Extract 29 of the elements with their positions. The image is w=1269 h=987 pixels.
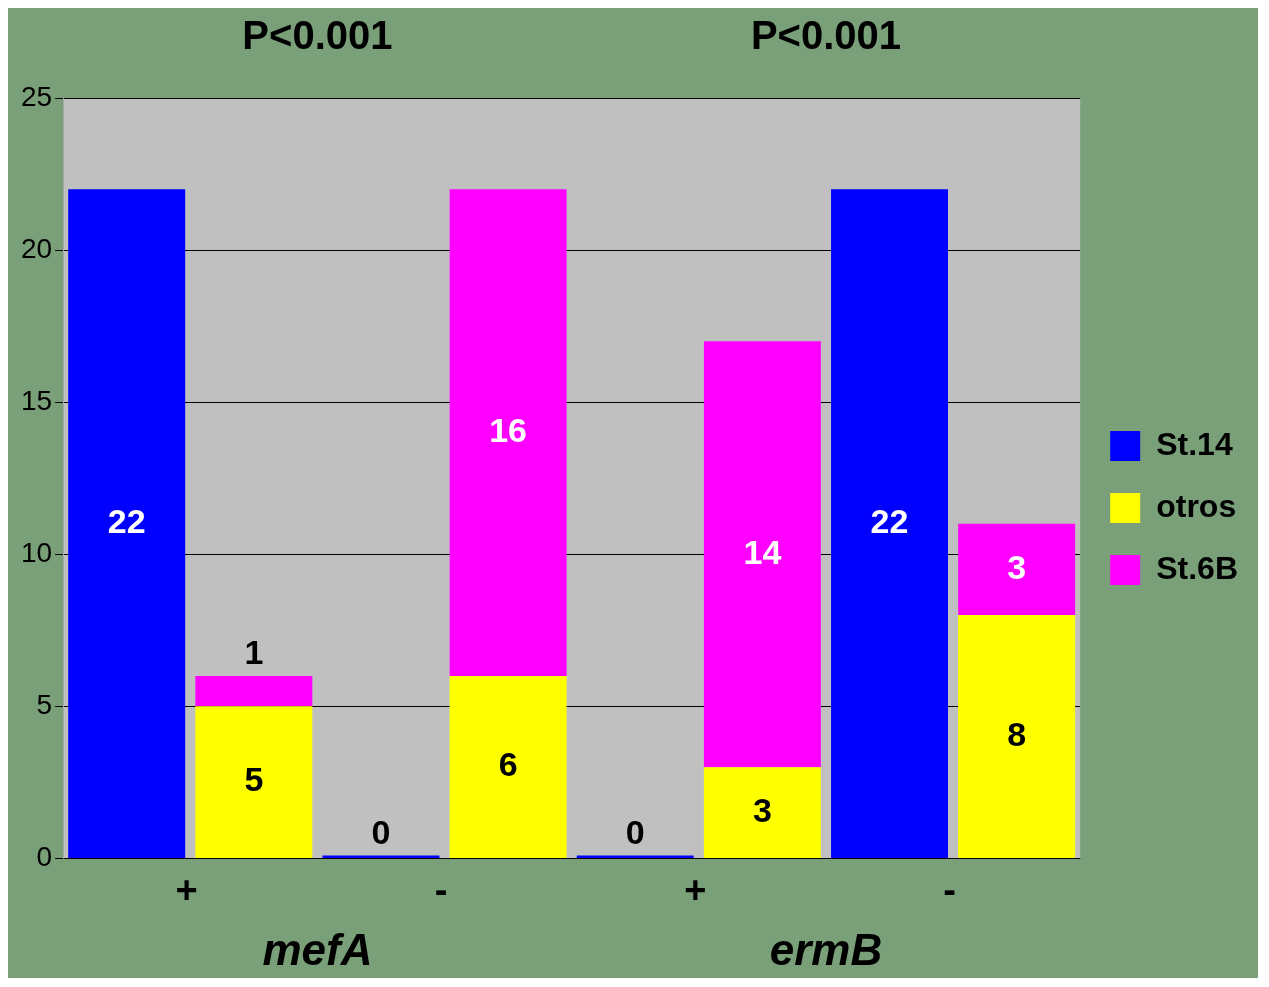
data-label: 14 xyxy=(743,532,782,571)
data-label: 6 xyxy=(498,745,518,784)
x-tick-label: - xyxy=(943,868,956,911)
y-tick-label: 10 xyxy=(20,536,53,568)
y-tick-label: 5 xyxy=(36,689,53,721)
legend-label: St.14 xyxy=(1156,425,1233,462)
data-label: 16 xyxy=(489,410,528,449)
data-label: 0 xyxy=(625,812,645,851)
data-label: 22 xyxy=(107,501,146,540)
data-label: 8 xyxy=(1007,714,1027,753)
data-label: 3 xyxy=(752,790,772,829)
y-tick-label: 20 xyxy=(20,232,53,264)
data-label: 3 xyxy=(1007,547,1027,586)
y-tick-label: 15 xyxy=(20,384,53,416)
data-label: 0 xyxy=(371,812,391,851)
text: P<0.001 xyxy=(242,13,393,58)
data-label: 22 xyxy=(870,501,909,540)
legend-label: St.6B xyxy=(1156,549,1238,586)
text: P<0.001 xyxy=(750,13,902,58)
x-tick-label: + xyxy=(684,868,707,911)
text: mefA xyxy=(262,925,373,975)
text: ermB xyxy=(769,925,883,975)
x-tick-label: - xyxy=(434,868,448,911)
data-label: 1 xyxy=(244,633,264,672)
x-tick-label: + xyxy=(175,868,198,911)
data-label: 5 xyxy=(244,760,264,799)
y-tick-label: 25 xyxy=(20,80,53,112)
legend-label: otros xyxy=(1156,487,1237,524)
y-tick-label: 0 xyxy=(36,841,53,873)
